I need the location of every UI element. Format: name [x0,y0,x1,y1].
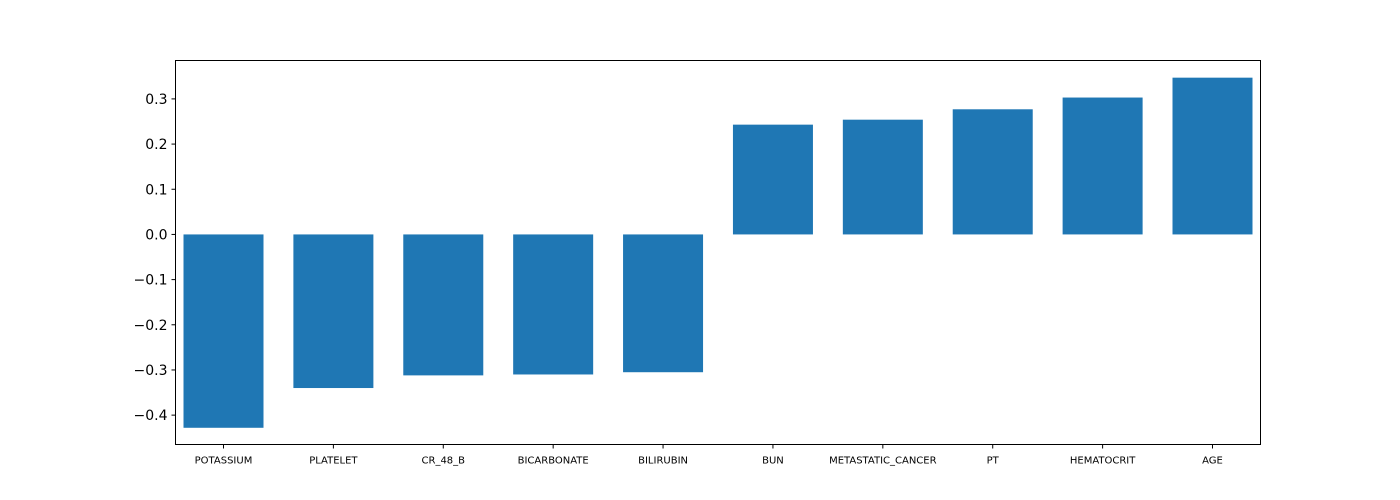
x-tick-label: CR_48_B [422,456,466,467]
bar-potassium [183,234,264,428]
x-tick-label: BICARBONATE [518,456,589,467]
bar-bun [732,124,813,235]
bar-cr-48-b [403,234,484,376]
x-tick-label: PT [987,456,1000,467]
bar-age [1172,77,1253,235]
y-tick-label: −0.1 [134,273,168,289]
bar-platelet [293,234,374,389]
bar-bicarbonate [513,234,594,375]
x-tick-label: BILIRUBIN [638,456,688,467]
y-tick-label: 0.1 [145,182,167,198]
bar-bilirubin [623,234,704,373]
x-axis: POTASSIUM PLATELET CR_48_B BICARBONATE BILIR… [195,444,1223,467]
x-tick-label: AGE [1202,456,1223,467]
x-tick-label: HEMATOCRIT [1070,456,1136,467]
bar-pt [952,109,1033,235]
plot-frame [175,60,1261,445]
x-tick-label: METASTATIC_CANCER [829,456,937,467]
y-tick-label: −0.4 [134,408,168,424]
x-tick-label: BUN [762,456,784,467]
bars-group [183,77,1253,428]
x-tick-label: PLATELET [309,456,358,467]
y-axis: 0.3 0.2 0.1 0.0 −0.1 −0.2 −0.3 −0.4 [134,92,176,424]
y-tick-label: −0.3 [134,363,168,379]
x-tick-label: POTASSIUM [195,456,253,467]
bar-metastatic-cancer [842,119,923,235]
y-tick-label: −0.2 [134,318,168,334]
y-tick-label: 0.3 [145,92,167,108]
y-tick-label: 0.0 [145,227,167,243]
y-tick-label: 0.2 [145,137,167,153]
bar-hematocrit [1062,97,1143,235]
